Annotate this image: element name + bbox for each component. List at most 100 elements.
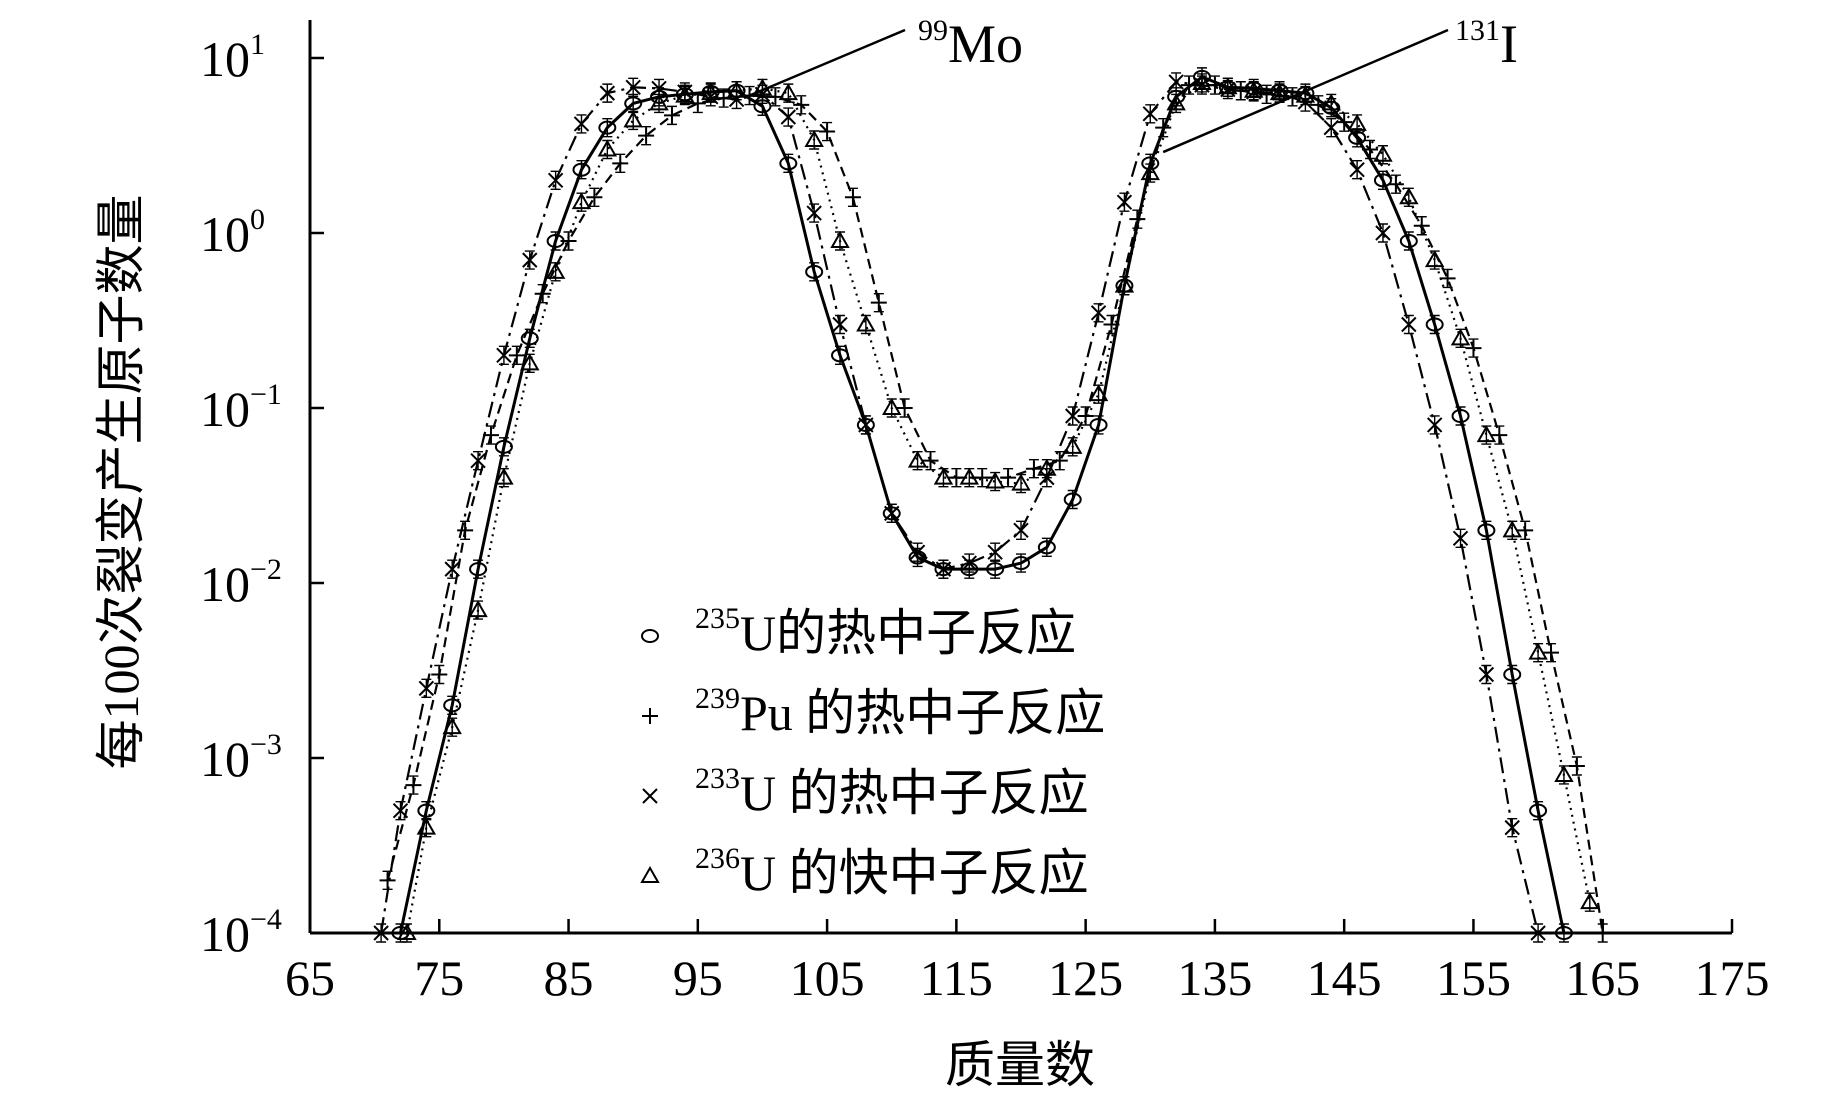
data-point [649,93,669,111]
data-point [974,469,991,486]
data-point [1243,80,1264,98]
data-point [1347,113,1367,131]
x-tick-label: 85 [544,950,594,1006]
data-point [909,544,926,560]
data-point [1192,72,1212,90]
data-point [1129,211,1146,228]
x-tick-label: 75 [414,950,464,1006]
data-point [856,314,876,332]
data-point [1142,106,1158,122]
data-point [417,803,436,818]
data-point [986,562,1005,577]
data-point [625,79,641,96]
data-point [1477,523,1496,538]
data-point [1269,83,1290,101]
data-point [545,261,566,279]
data-point [416,817,437,835]
data-point [844,189,861,206]
data-point [1439,270,1456,287]
data-point [496,347,512,364]
data-point [444,561,460,577]
data-point [1504,819,1520,836]
data-point [780,109,797,125]
data-point [858,417,874,433]
data-point [778,83,799,101]
data-point [959,467,980,485]
annotation-leader [749,28,906,97]
y-axis-title: 每100次裂变产生原子数量 [93,195,149,770]
x-tick-label: 65 [285,950,335,1006]
data-point [405,777,422,794]
x-tick-label: 125 [1048,950,1123,1006]
data-point [1399,187,1419,205]
x-tick-label: 175 [1695,950,1770,1006]
data-point [547,172,564,189]
data-point [907,450,928,468]
data-point [701,83,721,101]
data-point [1401,316,1417,333]
data-point [573,116,590,132]
data-point [1502,520,1522,538]
data-point [379,872,396,889]
data-point [830,230,850,249]
data-point [508,347,525,364]
data-point [1450,328,1471,346]
data-point [457,522,474,539]
y-tick-label: 10−3 [200,728,282,787]
annotation-leader [1162,28,1449,154]
legend-marker [641,629,659,643]
data-point [1321,93,1341,111]
data-point [1012,556,1030,571]
data-point [1543,644,1560,661]
data-point [373,925,389,941]
data-point [779,156,798,171]
data-point [1530,925,1546,941]
data-point [663,107,680,124]
y-tick-label: 10−4 [200,903,282,962]
data-point [1011,473,1031,491]
data-point [933,467,954,485]
data-point [470,452,486,469]
legend-marker [640,865,660,883]
data-point [1503,667,1522,682]
annotation-label: 131I [1455,14,1518,74]
data-point [1491,427,1508,444]
legend-label: 235U的热中子反应 [695,602,1076,661]
data-point [1349,161,1365,178]
data-point [638,127,655,144]
legend-marker [642,708,658,724]
data-point [1218,77,1238,95]
data-point [1529,803,1548,818]
data-point [1025,460,1042,477]
y-tick-label: 10−2 [200,553,282,612]
data-point [1168,74,1184,90]
data-point [623,110,643,128]
data-point [675,85,695,103]
data-point [884,505,900,522]
series-line [405,81,1591,934]
data-point [1399,234,1418,249]
data-point [948,469,965,486]
data-point [1554,764,1574,782]
annotation-label: 99Mo [918,14,1023,74]
data-point [1037,540,1056,555]
data-point [534,285,551,302]
x-axis-title: 质量数 [945,1037,1095,1093]
data-point [443,698,462,713]
data-point [560,233,577,250]
data-point [805,264,824,279]
data-point [392,802,409,819]
data-point [1554,926,1573,940]
data-point [1090,305,1107,321]
data-point [1362,141,1379,158]
data-point [1295,85,1316,103]
data-point [1452,530,1469,547]
data-point [1062,436,1083,454]
data-point [397,922,417,940]
x-tick-label: 105 [790,950,865,1006]
data-point [1451,409,1470,424]
data-point [1413,217,1430,234]
data-point [1425,317,1444,332]
